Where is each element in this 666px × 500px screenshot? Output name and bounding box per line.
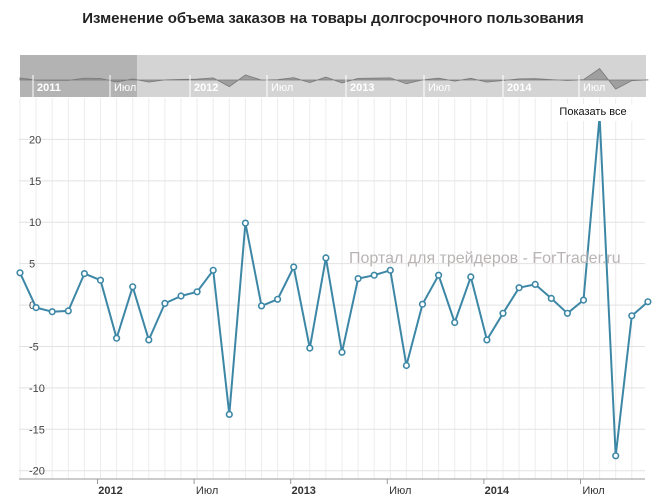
data-point [370,271,378,279]
data-point [161,299,169,308]
data-point [515,284,523,292]
x-axis: 2012 Июл 2013 Июл 2014 Июл [97,479,605,497]
navigator-label: 2011 [37,82,61,94]
data-point [435,271,443,279]
data-point [32,304,40,312]
y-tick-label: -20 [29,466,45,478]
x-tick-label: 2013 [291,485,315,497]
data-point [16,269,24,277]
data-point [628,312,636,320]
data-point [48,308,56,316]
x-tick-label: 2014 [485,485,510,497]
x-tick-label: Июл [582,485,604,497]
data-point [644,298,652,306]
chart-title: Изменение объема заказов на товары долго… [82,10,584,27]
chart-grid [19,98,645,480]
data-point [64,307,72,315]
data-point [483,336,491,344]
data-point [467,273,475,281]
navigator-series [19,68,649,90]
navigator-label: 2013 [350,82,374,94]
navigator-selection [20,55,137,97]
data-point [306,344,314,352]
data-point [354,275,362,283]
y-tick-label: -10 [29,383,45,395]
y-tick-label: 5 [29,259,35,271]
data-point [338,348,346,356]
range-navigator[interactable]: 2011 Июл 2012 Июл 2013 Июл 2014 Июл [19,55,649,97]
data-point [322,254,330,262]
data-point [193,288,201,296]
series-group [16,112,652,460]
data-point [290,263,298,271]
navigator-label: Июл [271,82,293,94]
y-tick-label: 10 [29,217,41,229]
series-line [19,115,649,457]
y-tick-label: -5 [29,341,39,353]
show-all-button[interactable]: Показать все [553,104,633,121]
data-point [112,334,121,342]
data-point [451,318,459,327]
data-point [531,280,539,289]
y-tick-label: -15 [29,424,45,436]
data-point [129,283,137,291]
y-axis: -20 -15 -10 -5 0 5 10 15 20 [29,134,45,477]
y-tick-label: 15 [29,176,41,188]
watermark: Портал для трейдеров - ForTrader.ru [349,250,621,267]
navigator-label: 2014 [507,82,532,94]
data-point [96,276,105,284]
data-point [547,294,555,303]
data-point [274,295,282,303]
navigator-label: Июл [583,82,605,94]
data-point [241,219,249,227]
data-point [386,266,394,274]
data-point [402,361,411,370]
data-point [80,270,88,278]
data-point [579,296,588,304]
data-point [225,410,233,419]
y-tick-label: 20 [29,134,41,146]
data-point [418,300,427,308]
data-point [177,292,185,300]
data-point [563,309,572,317]
x-tick-label: Июл [196,485,218,497]
data-point [257,302,266,310]
data-point [145,336,153,344]
x-tick-label: 2012 [98,485,122,497]
data-point [499,309,507,317]
navigator-label: 2012 [194,82,218,94]
data-point [209,266,217,274]
data-point [612,452,620,460]
navigator-label: Июл [428,82,450,94]
x-tick-label: Июл [389,485,411,497]
navigator-label: Июл [114,82,136,94]
y-tick-label: 0 [29,300,35,312]
